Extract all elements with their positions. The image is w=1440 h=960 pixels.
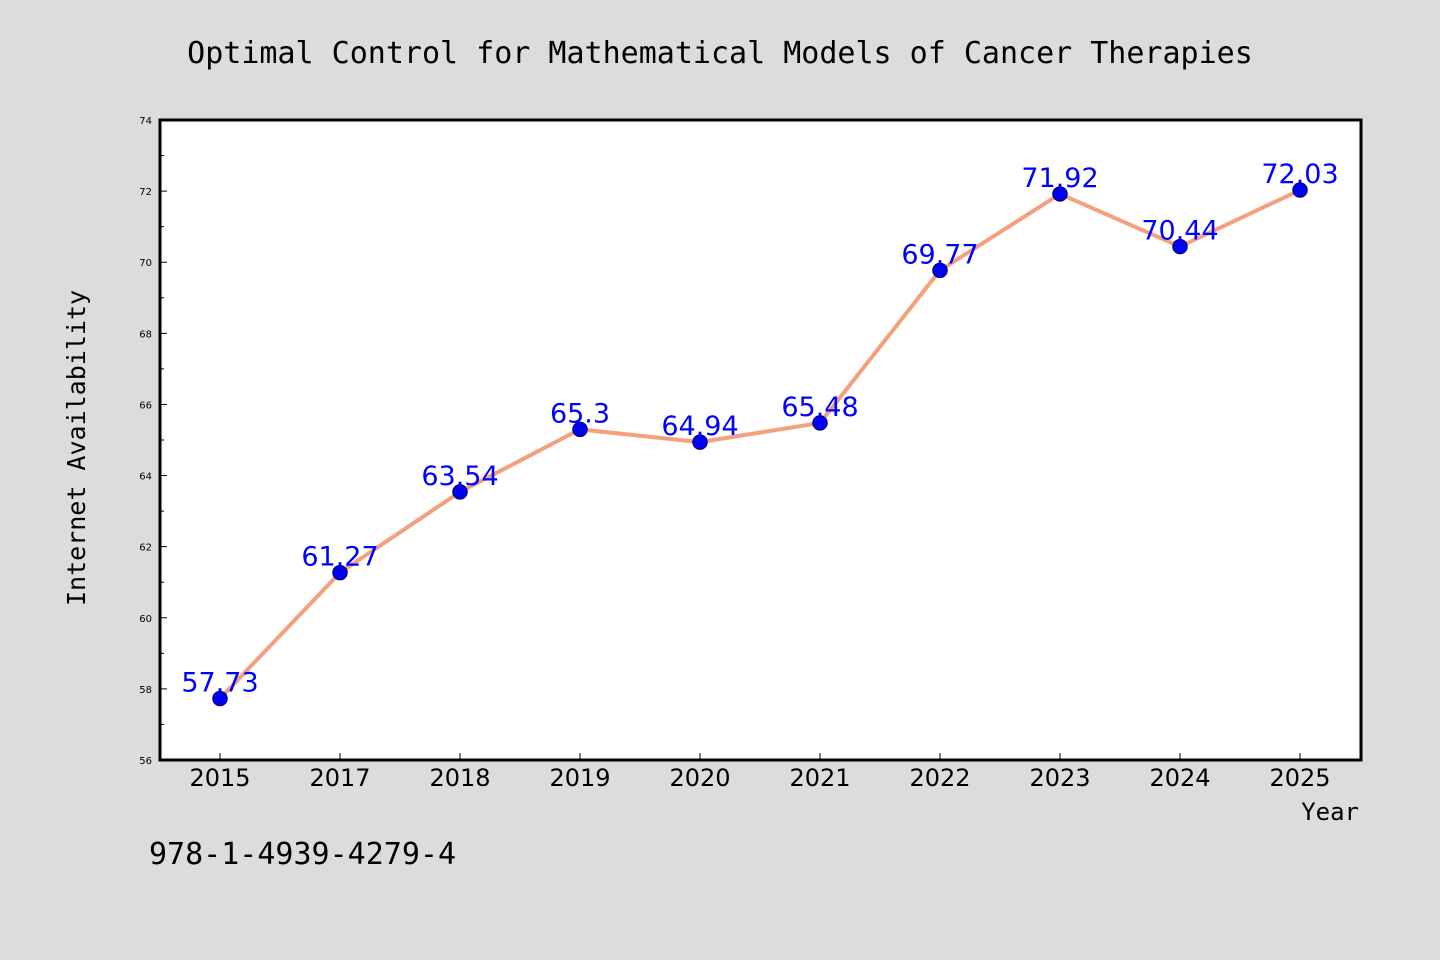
data-label: 72.03 [1261, 159, 1338, 190]
y-axis-label: Internet Availability [62, 290, 91, 606]
y-axis-ticks: 56 58 60 62 64 66 68 70 72 74 [139, 116, 167, 767]
y-tick-label: 68 [139, 329, 152, 340]
series-line-group: 57.73 61.27 63.54 65.3 64.94 65.48 69.77 71.92 7… [181, 159, 1339, 707]
y-tick-label: 70 [139, 258, 152, 269]
data-point [452, 484, 468, 500]
data-label: 70.44 [1141, 216, 1218, 247]
data-label: 65.48 [781, 392, 858, 423]
x-tick-label: 2022 [909, 764, 970, 792]
plot-area [158, 118, 1363, 762]
data-point [572, 421, 588, 438]
y-tick-label: 66 [139, 400, 152, 411]
data-point [1052, 186, 1068, 202]
y-tick-label: 58 [139, 685, 152, 696]
data-point [692, 434, 708, 450]
x-tick-label: 2019 [549, 764, 610, 792]
data-point [332, 564, 348, 581]
y-tick-label: 72 [139, 187, 152, 198]
x-tick-label: 2015 [189, 764, 250, 792]
data-point [812, 415, 828, 431]
data-label: 61.27 [301, 542, 378, 573]
x-axis-label: Year [1301, 798, 1359, 826]
data-label: 65.3 [550, 398, 610, 429]
x-tick-label: 2023 [1029, 764, 1090, 792]
chart-title: Optimal Control for Mathematical Models … [187, 36, 1253, 71]
data-label: 69.77 [901, 239, 978, 270]
y-tick-label: 56 [139, 756, 152, 767]
y-tick-label: 60 [139, 614, 152, 625]
x-tick-label: 2017 [309, 764, 370, 792]
y-tick-label: 62 [139, 543, 152, 554]
data-label: 71.92 [1021, 163, 1098, 194]
data-point [1292, 182, 1308, 198]
x-tick-label: 2024 [1149, 764, 1210, 792]
x-tick-label: 2020 [669, 764, 730, 792]
x-axis-ticks: 2015 2017 2018 2019 2020 2021 2022 2023 2024 2025 [189, 753, 1331, 792]
x-tick-label: 2018 [429, 764, 490, 792]
data-label: 63.54 [421, 461, 498, 492]
y-tick-label: 64 [139, 472, 152, 483]
series-line [218, 188, 1301, 700]
data-point [932, 262, 948, 279]
y-tick-label: 74 [139, 116, 152, 127]
x-tick-label: 2025 [1269, 764, 1330, 792]
data-point [1172, 238, 1188, 255]
data-point [212, 690, 228, 707]
isbn-text: 978-1-4939-4279-4 [149, 837, 456, 872]
data-label: 64.94 [661, 411, 738, 442]
data-label: 57.73 [181, 667, 258, 698]
x-tick-label: 2021 [789, 764, 850, 792]
